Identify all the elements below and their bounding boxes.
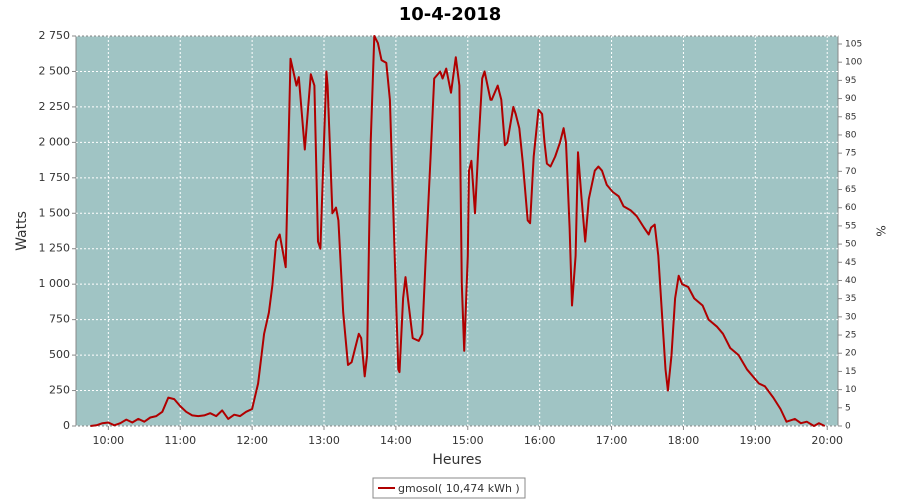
y2-tick-label: 10 <box>845 385 857 395</box>
y-tick-label: 2 250 <box>39 100 71 113</box>
y2-tick-label: 85 <box>845 112 856 122</box>
y2-tick-label: 75 <box>845 149 856 159</box>
legend-box <box>372 477 526 499</box>
y-tick-label: 1 000 <box>39 277 71 290</box>
x-tick-label: 10:00 <box>92 434 124 447</box>
y2-tick-label: 95 <box>845 76 856 86</box>
x-tick-label: 11:00 <box>164 434 196 447</box>
y-tick-label: 0 <box>63 419 70 432</box>
y2-tick-label: 0 <box>845 422 851 432</box>
y2-axis-label: % <box>874 225 888 236</box>
x-tick-label: 12:00 <box>236 434 268 447</box>
x-tick-label: 14:00 <box>380 434 412 447</box>
y2-tick-label: 70 <box>845 167 857 177</box>
y2-tick-label: 80 <box>845 130 857 140</box>
chart-title: 10-4-2018 <box>399 4 502 25</box>
data-line <box>90 35 826 427</box>
x-tick-label: 20:00 <box>811 434 843 447</box>
y-tick-label: 2 000 <box>39 135 71 148</box>
y-tick-label: 1 750 <box>39 171 71 184</box>
x-tick-label: 15:00 <box>452 434 484 447</box>
y-tick-label: 2 500 <box>39 64 71 77</box>
y-tick-label: 250 <box>49 384 70 397</box>
y2-tick-label: 15 <box>845 367 856 377</box>
y-tick-label: 1 500 <box>39 206 71 219</box>
y2-tick-label: 45 <box>845 258 856 268</box>
x-tick-label: 19:00 <box>739 434 771 447</box>
x-tick-label: 17:00 <box>596 434 628 447</box>
y-tick-label: 2 750 <box>39 29 71 42</box>
x-tick-label: 16:00 <box>524 434 556 447</box>
y2-tick-label: 105 <box>845 40 862 50</box>
y2-tick-label: 5 <box>845 403 851 413</box>
y-tick-label: 1 250 <box>39 242 71 255</box>
y2-tick-label: 20 <box>845 349 857 359</box>
x-tick-label: 18:00 <box>668 434 700 447</box>
plot-area <box>75 35 839 427</box>
y-tick-label: 750 <box>49 313 70 326</box>
y2-tick-label: 55 <box>845 221 856 231</box>
y2-tick-label: 35 <box>845 294 856 304</box>
y-tick-label: 500 <box>49 348 70 361</box>
x-tick-label: 13:00 <box>308 434 340 447</box>
y2-tick-label: 40 <box>845 276 857 286</box>
y2-tick-label: 25 <box>845 331 856 341</box>
y2-tick-label: 60 <box>845 203 857 213</box>
y2-tick-label: 100 <box>845 58 862 68</box>
y2-tick-label: 65 <box>845 185 856 195</box>
legend-label: gmosol( 10,474 kWh ) <box>398 482 520 495</box>
y2-tick-label: 90 <box>845 94 857 104</box>
x-axis-label: Heures <box>432 452 481 468</box>
y2-tick-label: 30 <box>845 312 857 322</box>
y-axis-label: Watts <box>14 211 30 251</box>
y2-tick-label: 50 <box>845 240 857 250</box>
